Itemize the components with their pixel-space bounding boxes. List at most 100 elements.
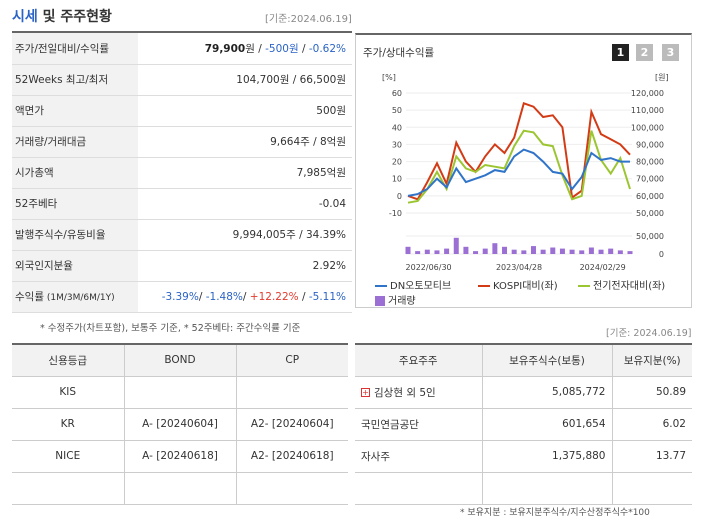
table-row: 국민연금공단 601,654 6.02	[355, 408, 692, 441]
column-header: BOND	[124, 343, 237, 377]
table-row	[355, 472, 692, 505]
row-label: 거래량/거래대금	[12, 126, 138, 158]
series-line	[407, 102, 631, 201]
table-row: 발행주식수/유동비율 9,994,005주 / 34.39%	[12, 219, 352, 251]
table-row: 외국인지분율 2.92%	[12, 250, 352, 282]
table-row: KR A- [20240604] A2- [20240604]	[12, 408, 348, 441]
left-tick-label: 0	[397, 192, 402, 201]
volume-bar	[521, 250, 527, 254]
volume-bar	[579, 250, 585, 254]
volume-bar	[473, 251, 479, 254]
volume-bar	[405, 246, 411, 254]
table-header-row: 신용등급 BOND CP	[12, 343, 348, 377]
volume-tick-label: 0	[659, 250, 664, 259]
right-axis-ticks: 120,000 110,000 100,000 90,000 80,000 70,000 6…	[631, 89, 664, 259]
volume-bar	[598, 249, 604, 254]
volume-bar	[530, 246, 536, 254]
legend-swatch	[375, 296, 385, 306]
section-title: 시세 및 주주현황	[12, 9, 112, 25]
column-header: CP	[236, 343, 348, 377]
legend-item-volume: 거래량	[375, 292, 416, 307]
right-tick-label: 50,000	[636, 209, 664, 218]
left-tick-label: 20	[392, 158, 402, 167]
table-row: 52Weeks 최고/최저 104,700원 / 66,500원	[12, 64, 352, 96]
row-label: 52Weeks 최고/최저	[12, 64, 138, 96]
left-tick-label: -10	[389, 209, 402, 218]
table-row: NICE A- [20240618] A2- [20240618]	[12, 440, 348, 473]
volume-bar	[588, 247, 594, 254]
series-line	[407, 148, 630, 197]
row-value: 2.92%	[138, 250, 352, 282]
row-value: 500원	[138, 95, 352, 127]
chart-tab-1[interactable]: 1	[612, 44, 629, 61]
legend-item-price: DN오토모티브	[375, 277, 451, 292]
left-tick-label: 10	[392, 175, 402, 184]
right-tick-label: 110,000	[631, 106, 664, 115]
x-axis-ticks: 2022/06/30 2023/04/28 2024/02/29	[406, 263, 626, 272]
legend-swatch	[375, 285, 387, 287]
table-row: 거래량/거래대금 9,664주 / 8억원	[12, 126, 352, 158]
right-tick-label: 80,000	[636, 158, 664, 167]
volume-bar	[608, 248, 614, 254]
volume-bar	[540, 249, 546, 254]
row-label: 수익률 (1M/3M/6M/1Y)	[12, 281, 138, 313]
row-value: -0.04	[138, 188, 352, 220]
row-label: 외국인지분율	[12, 250, 138, 282]
volume-bar	[559, 248, 565, 254]
quote-table: 주가/전일대비/수익률 79,900원 / -500원 / -0.62% 52W…	[12, 33, 352, 313]
table-row: 자사주 1,375,880 13.77	[355, 440, 692, 473]
grid	[406, 92, 632, 255]
volume-bars	[405, 237, 633, 254]
table-row: 수익률 (1M/3M/6M/1Y) -3.39%/ -1.48%/ +12.22…	[12, 281, 352, 313]
volume-bar	[415, 251, 421, 254]
base-date: [기준:2024.06.19]	[265, 14, 352, 25]
left-tick-label: 60	[392, 89, 402, 98]
column-header: 보유주식수(보통)	[482, 343, 613, 377]
volume-tick-label: 50,000	[636, 232, 664, 241]
x-tick-label: 2022/06/30	[406, 263, 452, 272]
volume-bar	[434, 250, 440, 254]
series-line	[407, 129, 631, 204]
shareholder-table: 주요주주 보유주식수(보통) 보유지분(%) + 김상현 외 5인 5,085,7…	[355, 343, 692, 505]
column-header: 신용등급	[12, 343, 125, 377]
volume-bar	[550, 247, 556, 254]
table-row	[12, 472, 348, 505]
column-header: 주요주주	[355, 343, 483, 377]
column-header: 보유지분(%)	[612, 343, 692, 377]
legend-item-sector: 전기전자대비(좌)	[578, 277, 665, 292]
x-tick-label: 2023/04/28	[496, 263, 542, 272]
volume-bar	[424, 249, 430, 254]
chart-tab-3[interactable]: 3	[662, 44, 679, 61]
row-label: 시가총액	[12, 157, 138, 189]
left-axis-ticks: 60 50 40 30 20 10 0 -10	[389, 89, 402, 218]
volume-bar	[511, 249, 517, 254]
row-value: 104,700원 / 66,500원	[138, 64, 352, 96]
volume-bar	[617, 250, 623, 254]
right-tick-label: 90,000	[636, 140, 664, 149]
expand-icon[interactable]: +	[361, 388, 370, 397]
row-label: 액면가	[12, 95, 138, 127]
left-tick-label: 30	[392, 140, 402, 149]
legend-item-kospi: KOSPI대비(좌)	[478, 277, 558, 292]
row-label: 주가/전일대비/수익률	[12, 33, 138, 65]
volume-bar	[492, 243, 498, 254]
row-value: 7,985억원	[138, 157, 352, 189]
row-label: 52주베타	[12, 188, 138, 220]
legend-swatch	[478, 285, 490, 287]
base-date-2: [기준: 2024.06.19]	[606, 328, 692, 339]
table-row: + 김상현 외 5인 5,085,772 50.89	[355, 376, 692, 409]
right-axis-unit: [원]	[655, 73, 669, 82]
chart-tab-2[interactable]: 2	[636, 44, 653, 61]
chart-title: 주가/상대수익률	[363, 47, 435, 59]
shareholder-name: 자사주	[355, 440, 483, 473]
row-value: 9,664주 / 8억원	[138, 126, 352, 158]
volume-bar	[463, 246, 469, 254]
shareholder-name[interactable]: + 김상현 외 5인	[355, 376, 483, 409]
legend-swatch	[578, 285, 590, 287]
volume-bar	[502, 246, 508, 254]
volume-bar	[569, 249, 575, 254]
footnote: * 수정주가(차트포함), 보통주 기준, * 52주베타: 주간수익률 기준	[40, 323, 301, 334]
return-values: -3.39%/ -1.48%/ +12.22% / -5.11%	[138, 281, 352, 313]
x-tick-label: 2024/02/29	[580, 263, 626, 272]
